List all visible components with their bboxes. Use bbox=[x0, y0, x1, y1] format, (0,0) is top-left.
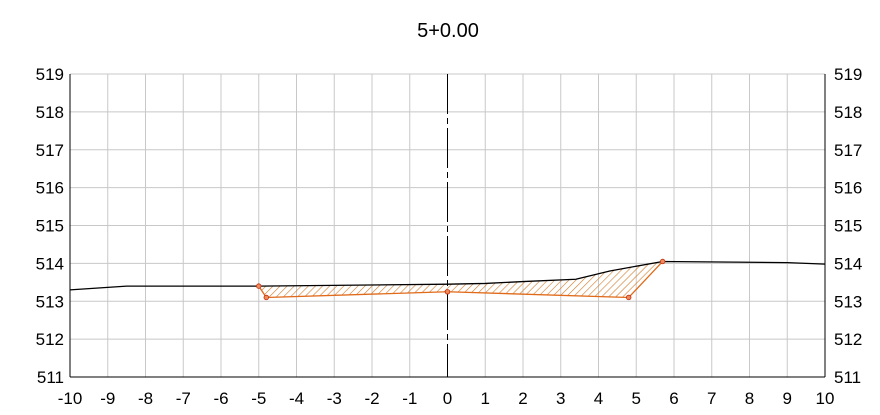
y-tick-label-left: 518 bbox=[36, 103, 64, 122]
y-tick-label-right: 514 bbox=[834, 254, 862, 273]
y-tick-label-left: 517 bbox=[36, 141, 64, 160]
data-point-marker bbox=[263, 294, 269, 301]
y-tick-label-right: 518 bbox=[834, 103, 862, 122]
y-tick-label-right: 511 bbox=[834, 368, 861, 387]
x-tick-label: 0 bbox=[443, 389, 452, 408]
x-tick-label: -1 bbox=[402, 389, 417, 408]
y-tick-label-left: 515 bbox=[36, 217, 64, 236]
y-tick-label-left: 512 bbox=[36, 330, 64, 349]
x-tick-label: 7 bbox=[707, 389, 716, 408]
data-point-marker bbox=[626, 294, 632, 301]
y-tick-label-left: 514 bbox=[36, 254, 64, 273]
x-tick-label: 6 bbox=[669, 389, 678, 408]
x-tick-label: 5 bbox=[632, 389, 641, 408]
data-point-marker bbox=[659, 258, 666, 265]
y-tick-label-left: 516 bbox=[36, 179, 64, 198]
tick-labels: -10 -9 -8 -7 -6 -5 -4 -3 -2 -1 0 1 2 3 4 5 6 7 8 9 105115125… bbox=[36, 65, 863, 408]
y-tick-label-right: 513 bbox=[834, 292, 862, 311]
x-tick-label: -9 bbox=[100, 389, 115, 408]
y-tick-label-right: 515 bbox=[834, 217, 862, 236]
x-tick-label: 2 bbox=[518, 389, 527, 408]
y-tick-label-left: 511 bbox=[37, 368, 64, 387]
markers bbox=[256, 258, 666, 301]
x-tick-label: -4 bbox=[289, 389, 304, 408]
x-tick-label: 9 bbox=[783, 389, 792, 408]
y-tick-label-right: 517 bbox=[834, 141, 862, 160]
x-tick-label: 3 bbox=[556, 389, 565, 408]
x-tick-label: -8 bbox=[138, 389, 153, 408]
grid bbox=[69, 73, 826, 378]
y-tick-label-right: 516 bbox=[834, 179, 862, 198]
x-tick-label: 4 bbox=[594, 389, 603, 408]
x-tick-label: 8 bbox=[745, 389, 754, 408]
x-tick-label: -10 bbox=[58, 389, 83, 408]
fill-region bbox=[258, 261, 663, 298]
x-tick-label: -7 bbox=[176, 389, 191, 408]
x-tick-label: 10 bbox=[816, 389, 835, 408]
chart-title: 5+0.00 bbox=[417, 20, 479, 42]
x-tick-label: -2 bbox=[364, 389, 379, 408]
y-tick-label-right: 519 bbox=[834, 65, 862, 84]
x-tick-label: 1 bbox=[481, 389, 490, 408]
y-tick-label-right: 512 bbox=[834, 330, 862, 349]
series-existing-ground bbox=[69, 260, 826, 291]
data-point-marker bbox=[444, 289, 451, 295]
x-tick-label: -6 bbox=[213, 389, 228, 408]
cut-fill-area bbox=[258, 261, 663, 298]
y-tick-label-left: 519 bbox=[36, 65, 64, 84]
data-point-marker bbox=[256, 283, 262, 289]
x-tick-label: -3 bbox=[327, 389, 342, 408]
y-tick-label-left: 513 bbox=[36, 292, 64, 311]
x-tick-label: -5 bbox=[251, 389, 266, 408]
